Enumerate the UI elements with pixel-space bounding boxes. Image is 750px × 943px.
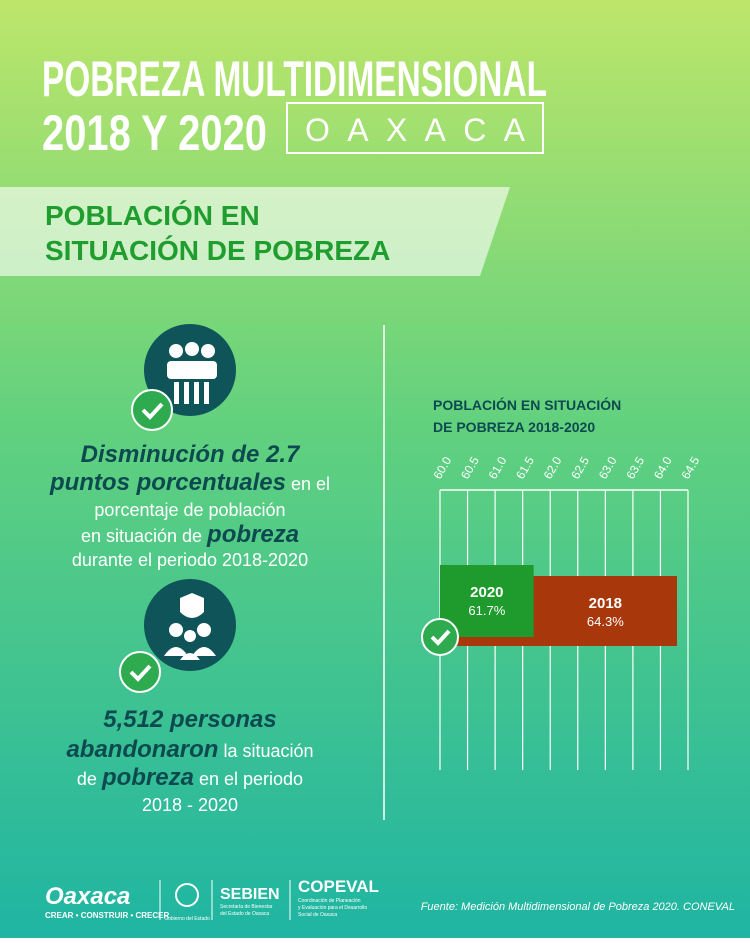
check-icon — [421, 618, 459, 656]
section-title: POBLACIÓN EN — [45, 200, 260, 231]
statement-line: Disminución de 2.7 — [81, 441, 301, 468]
chart: POBLACIÓN EN SITUACIÓN DE POBREZA 2018-20… — [421, 396, 702, 770]
statement-text: durante el periodo 2018-2020 — [72, 550, 308, 570]
emphasis: 5,512 personas — [103, 706, 276, 733]
statement-text: en el — [286, 474, 330, 494]
logo: Oaxaca — [45, 883, 130, 910]
value-label: 61.7% — [468, 603, 505, 618]
section-title: SITUACIÓN DE POBREZA — [45, 235, 390, 266]
sebien: SEBIEN — [220, 886, 280, 903]
statement-text: porcentaje de población — [94, 500, 285, 520]
sebien-sub: del Estado de Oaxaca — [220, 911, 269, 917]
copeval: COPEVAL — [298, 877, 379, 896]
title-years: 2018 Y 2020 — [42, 105, 267, 161]
value-label: 64.3% — [587, 614, 624, 629]
statement-line: 5,512 personas — [103, 706, 276, 733]
state: O A X A C A — [305, 112, 526, 148]
people-icon — [144, 324, 236, 416]
chart-title: DE POBREZA 2018-2020 — [433, 419, 595, 435]
category-label: 2018 — [589, 595, 622, 612]
copeval-sub: y Evaluación para el Desarrollo — [298, 905, 367, 911]
family-shield-icon — [144, 579, 236, 671]
statement-text: en el periodo — [194, 769, 303, 789]
bar — [440, 565, 534, 637]
statement-line: de pobreza en el periodo — [77, 764, 303, 791]
emphasis: abandonaron — [66, 736, 218, 763]
government: Gobierno del Estado — [164, 916, 210, 922]
emphasis: pobreza — [101, 764, 194, 791]
sebien-sub: Secretaría de Bienestar — [220, 904, 273, 910]
statement-text: en situación de — [81, 526, 207, 546]
check-icon — [119, 651, 161, 693]
statement-line: porcentaje de población — [94, 500, 285, 520]
category-label: 2020 — [470, 584, 503, 601]
chart-title: POBLACIÓN EN SITUACIÓN — [433, 396, 621, 413]
emphasis: puntos porcentuales — [49, 469, 286, 496]
section-banner — [0, 187, 510, 276]
copeval-sub: Coordinación de Planeación — [298, 898, 361, 904]
statement-line: durante el periodo 2018-2020 — [72, 550, 308, 570]
statement-text: 2018 - 2020 — [142, 795, 238, 815]
footer: Oaxaca CREAR • CONSTRUIR • CRECER Gobier… — [45, 877, 735, 922]
title: POBREZA MULTIDIMENSIONAL — [42, 51, 547, 107]
source: Fuente: Medición Multidimensional de Pob… — [421, 901, 735, 913]
check-mark — [430, 629, 451, 646]
emphasis: Disminución de 2.7 — [81, 441, 301, 468]
statement-text: de — [77, 769, 102, 789]
statement-text: la situación — [218, 741, 313, 761]
check-circle — [421, 618, 459, 656]
state-box — [286, 102, 544, 154]
statement-line: abandonaron la situación — [66, 736, 313, 763]
statement-line: puntos porcentuales en el — [49, 469, 330, 496]
motto: CREAR • CONSTRUIR • CRECER — [45, 911, 169, 920]
emphasis: pobreza — [206, 521, 299, 548]
check-icon — [131, 389, 173, 431]
statement-line: 2018 - 2020 — [142, 795, 238, 815]
statement-line: en situación de pobreza — [81, 521, 299, 548]
copeval-sub: Social de Oaxaca — [298, 912, 337, 918]
